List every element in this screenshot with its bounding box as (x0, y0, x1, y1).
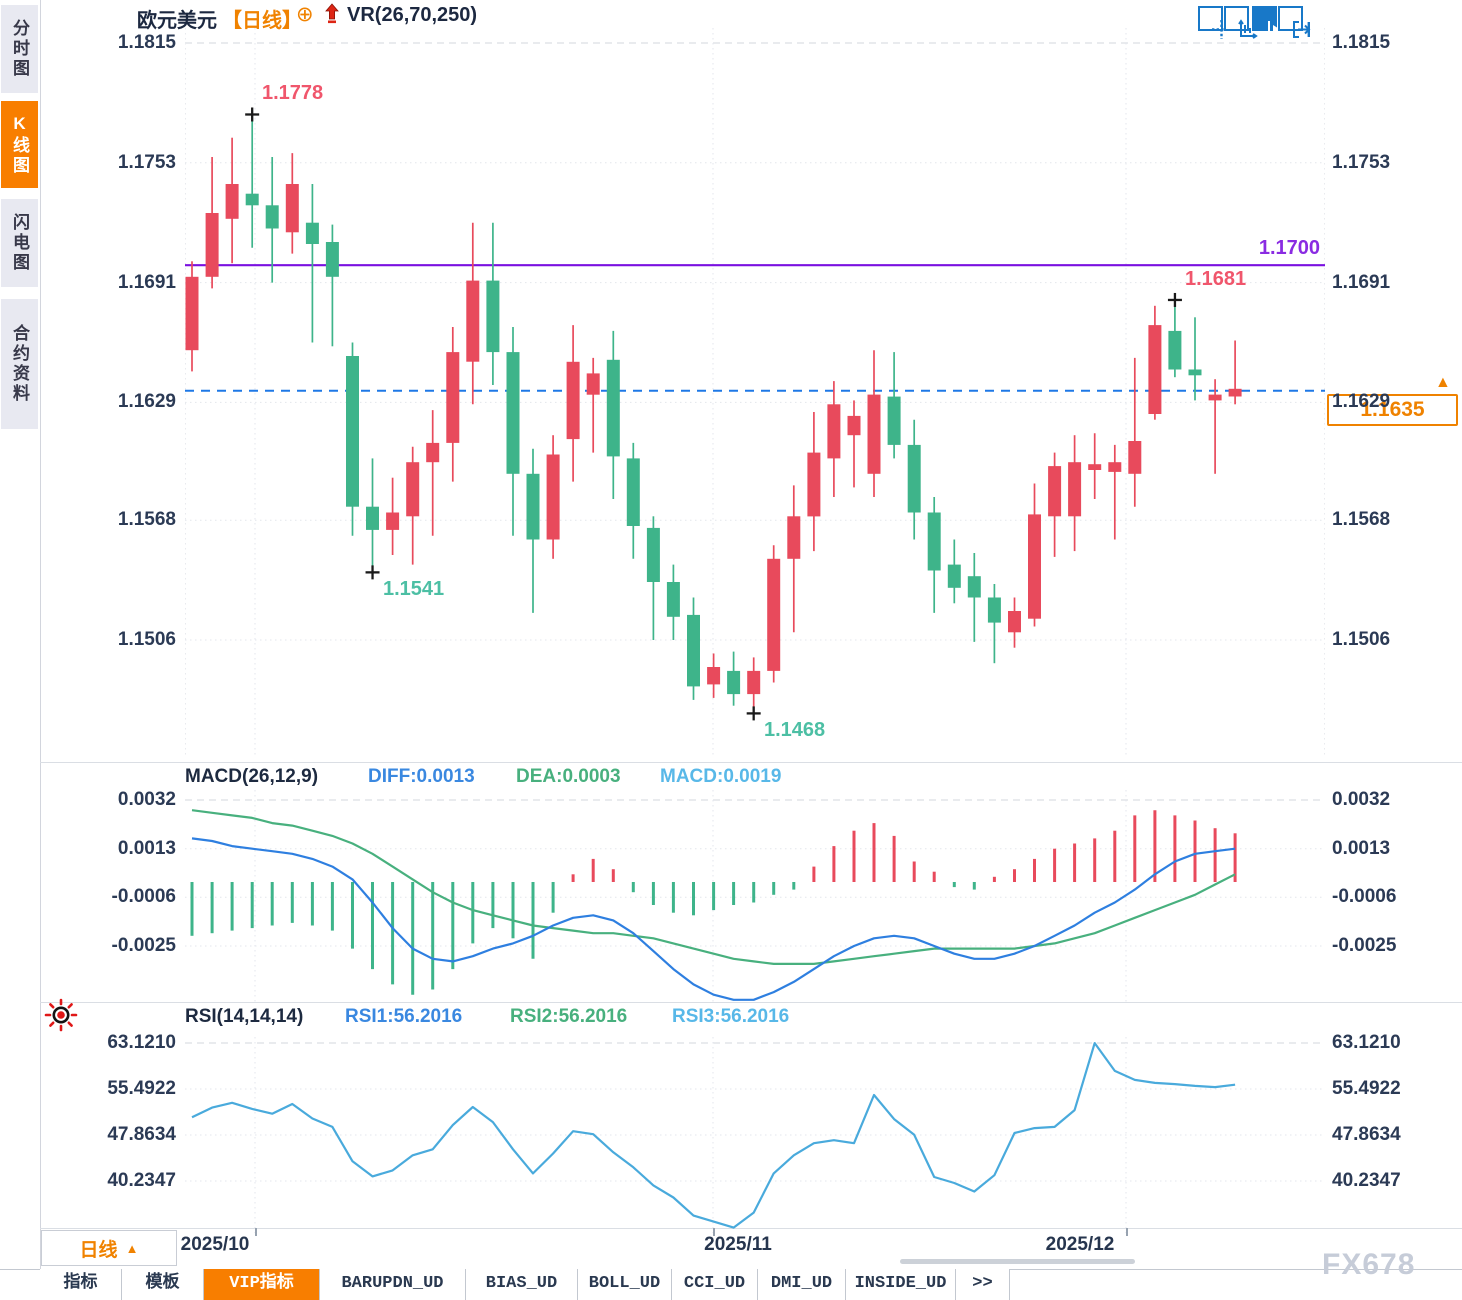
toolbar-go-latest-button[interactable] (1278, 6, 1310, 38)
xaxis-tick-mark (713, 1228, 715, 1236)
sidebar-item-3[interactable]: 闪电图 (1, 199, 38, 287)
add-indicator-icon[interactable]: ⊕ (296, 3, 314, 26)
bottom-tab-1[interactable]: 指标 (40, 1269, 122, 1300)
rsi-axis-label-right: 55.4922 (1332, 1078, 1401, 1099)
price-axis-label-left: 1.1629 (117, 391, 176, 412)
vr-indicator-label: VR(26,70,250) (347, 4, 478, 26)
bottom-tab-3[interactable]: VIP指标 (204, 1269, 320, 1300)
rsi-chart-canvas[interactable] (185, 1037, 1325, 1233)
macd-dea-value: DEA:0.0003 (516, 766, 621, 787)
price-annotation: 1.1681 (1185, 268, 1247, 290)
xaxis-label: 2025/11 (704, 1234, 772, 1255)
pane-separator (40, 762, 1462, 763)
macd-axis-label-right: -0.0025 (1332, 935, 1397, 956)
macd-diff-value: DIFF:0.0013 (368, 766, 475, 787)
price-axis-label-left: 1.1691 (117, 272, 176, 293)
symbol-title: 欧元美元 (137, 10, 217, 32)
macd-axis-label-left: 0.0013 (117, 838, 176, 859)
price-axis-label-right: 1.1815 (1332, 32, 1391, 53)
price-axis-label-right: 1.1753 (1332, 152, 1391, 173)
price-chart-canvas[interactable] (185, 28, 1325, 755)
period-selector-arrow-icon: ▲ (125, 1240, 139, 1256)
sidebar: 分时图 K线图闪电图合约资料 (0, 0, 41, 1300)
price-axis-label-left: 1.1506 (117, 629, 176, 650)
macd-axis-label-left: -0.0006 (111, 886, 176, 907)
alert-blink-icon[interactable] (44, 998, 78, 1032)
bottom-tab-10[interactable]: >> (956, 1269, 1010, 1300)
rsi1-value: RSI1:56.2016 (345, 1006, 463, 1027)
toolbar-pan-crosshair-button[interactable] (1198, 6, 1231, 39)
period-selector[interactable]: 日线 ▲ (41, 1230, 177, 1266)
hscrollbar[interactable] (900, 1259, 1135, 1264)
bottom-tab-6[interactable]: BOLL_UD (578, 1269, 672, 1300)
price-annotation: 1.1541 (383, 578, 445, 600)
xaxis-tick-mark (255, 1228, 257, 1236)
sidebar-item-4[interactable]: 合约资料 (1, 299, 38, 429)
rsi2-value: RSI2:56.2016 (510, 1006, 628, 1027)
rsi3-value: RSI3:56.2016 (672, 1006, 790, 1027)
macd-axis-label-right: 0.0013 (1332, 838, 1391, 859)
bottom-tab-9[interactable]: INSIDE_UD (846, 1269, 956, 1300)
price-axis-label-right: 1.1691 (1332, 272, 1391, 293)
toolbar-axis-range-button[interactable] (1224, 6, 1258, 39)
price-annotation: 1.1778 (262, 82, 324, 104)
xaxis-tick-mark (1126, 1228, 1128, 1236)
current-price-box: 1.1635 (1327, 394, 1458, 426)
rsi-axis-label-left: 63.1210 (107, 1032, 176, 1053)
period-selector-label: 日线 (79, 1239, 118, 1261)
price-axis-label-left: 1.1815 (117, 32, 176, 53)
rsi-axis-label-right: 40.2347 (1332, 1170, 1401, 1191)
price-axis-label-left: 1.1753 (117, 152, 176, 173)
sidebar-item-2[interactable]: K线图 (1, 101, 38, 188)
period-badge[interactable]: 【日线】 (222, 10, 302, 32)
current-price-arrow-icon: ▲ (1435, 374, 1451, 391)
bottom-tab-5[interactable]: BIAS_UD (466, 1269, 578, 1300)
rsi-axis-label-left: 55.4922 (107, 1078, 176, 1099)
pane-separator (40, 1002, 1462, 1003)
xaxis-top-border (40, 1228, 1462, 1229)
macd-title: MACD(26,12,9) (185, 766, 319, 787)
trend-up-icon (325, 3, 339, 24)
macd-axis-label-left: -0.0025 (111, 935, 176, 956)
level-line-label: 1.1700 (1258, 237, 1320, 259)
toolbar-auto-follow-button[interactable] (1252, 6, 1284, 37)
bottom-tab-2[interactable]: 模板 (122, 1269, 204, 1300)
rsi-axis-label-right: 63.1210 (1332, 1032, 1401, 1053)
macd-axis-label-right: 0.0032 (1332, 789, 1391, 810)
rsi-axis-label-left: 40.2347 (107, 1170, 176, 1191)
macd-axis-label-right: -0.0006 (1332, 886, 1397, 907)
price-axis-label-right: 1.1568 (1332, 509, 1391, 530)
price-axis-label-right: 1.1629 (1332, 391, 1391, 412)
rsi-title: RSI(14,14,14) (185, 1006, 304, 1027)
watermark: FX678 (1322, 1248, 1416, 1281)
xaxis-label: 2025/12 (1045, 1234, 1115, 1255)
macd-axis-label-left: 0.0032 (117, 789, 176, 810)
sidebar-item-1[interactable]: 分时图 (1, 5, 38, 93)
xaxis-label: 2025/10 (180, 1234, 250, 1255)
rsi-axis-label-left: 47.8634 (107, 1124, 176, 1145)
price-axis-label-right: 1.1506 (1332, 629, 1391, 650)
bottom-tab-4[interactable]: BARUPDN_UD (320, 1269, 466, 1300)
bottom-tab-7[interactable]: CCI_UD (672, 1269, 758, 1300)
macd-macd-value: MACD:0.0019 (660, 766, 782, 787)
price-axis-label-left: 1.1568 (117, 509, 176, 530)
macd-chart-canvas[interactable] (185, 790, 1325, 1002)
price-annotation: 1.1468 (764, 719, 826, 741)
bottom-tab-8[interactable]: DMI_UD (758, 1269, 846, 1300)
rsi-axis-label-right: 47.8634 (1332, 1124, 1401, 1145)
